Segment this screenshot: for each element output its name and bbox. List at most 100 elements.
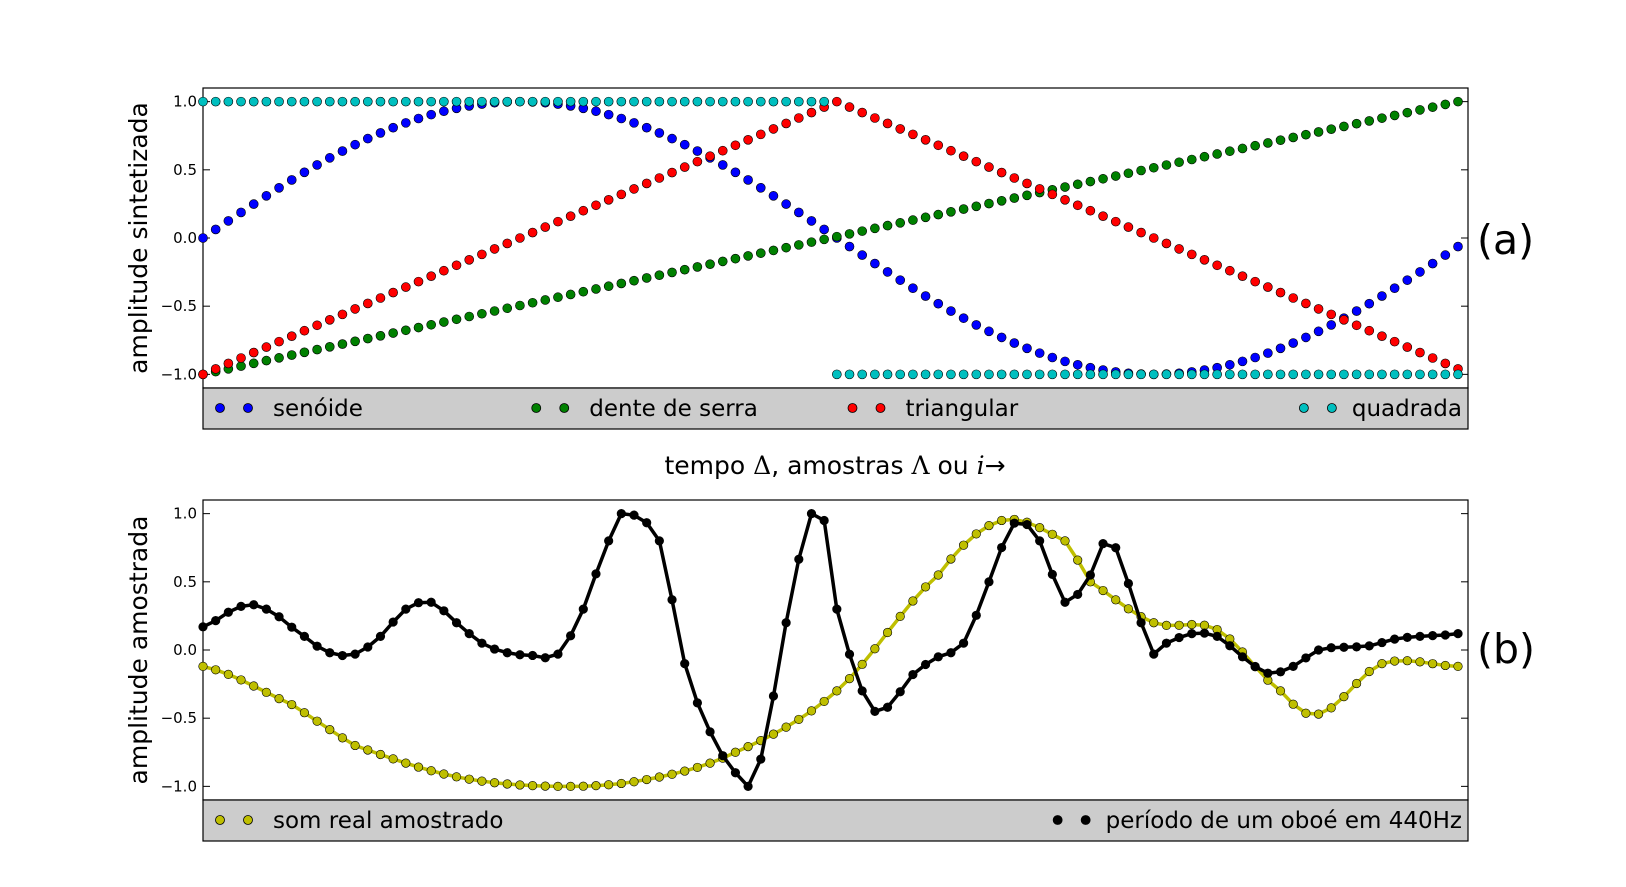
point-sawtooth bbox=[591, 284, 601, 294]
point-sawtooth bbox=[870, 223, 880, 234]
point-som-real bbox=[1073, 555, 1083, 565]
panel-b-legend-entry: período de um oboé em 440Hz bbox=[1052, 808, 1462, 834]
point-square bbox=[1009, 369, 1020, 380]
point-sawtooth bbox=[1009, 193, 1020, 203]
point-square bbox=[1263, 369, 1273, 380]
point-triangle bbox=[299, 325, 310, 336]
point-oboe bbox=[287, 622, 297, 632]
point-oboe bbox=[553, 649, 563, 659]
point-sawtooth bbox=[274, 353, 284, 363]
point-square bbox=[1250, 369, 1260, 380]
panel-b-legend-label: som real amostrado bbox=[273, 808, 503, 834]
point-sawtooth bbox=[248, 358, 259, 369]
point-som-real bbox=[1390, 656, 1400, 666]
point-oboe bbox=[337, 650, 348, 661]
panel-a-legend-entries: senóide dente de serra triangular quadrada bbox=[215, 396, 1462, 422]
point-som-real bbox=[933, 570, 943, 580]
point-triangle bbox=[996, 167, 1007, 178]
panel-b-ytick-label: −0.5 bbox=[161, 709, 197, 727]
panel-b-plot-area bbox=[202, 499, 1469, 801]
point-triangle bbox=[1174, 244, 1184, 254]
point-sine bbox=[223, 216, 234, 226]
point-sawtooth bbox=[819, 234, 829, 245]
point-square bbox=[1313, 369, 1324, 380]
point-triangle bbox=[743, 135, 753, 145]
point-square bbox=[236, 96, 246, 107]
point-som-real bbox=[299, 708, 310, 718]
point-som-real bbox=[477, 776, 487, 786]
point-sawtooth bbox=[527, 297, 538, 308]
point-square bbox=[971, 369, 982, 380]
point-sine bbox=[920, 291, 931, 301]
point-sawtooth bbox=[882, 220, 893, 231]
point-triangle bbox=[1047, 189, 1058, 200]
point-sine bbox=[933, 298, 944, 309]
point-sawtooth bbox=[1402, 107, 1413, 118]
point-square bbox=[1212, 369, 1222, 380]
point-som-real bbox=[667, 769, 677, 779]
point-sawtooth bbox=[692, 262, 703, 272]
point-oboe bbox=[616, 509, 626, 519]
point-triangle bbox=[1427, 353, 1438, 363]
point-triangle bbox=[401, 282, 411, 292]
point-sine bbox=[996, 332, 1007, 343]
point-triangle bbox=[984, 162, 994, 172]
xlabel: tempo Δ, amostras Λ ou i→ bbox=[664, 451, 1005, 480]
point-sawtooth bbox=[502, 303, 513, 314]
point-square bbox=[794, 96, 804, 107]
panel-a-legend-marker bbox=[1298, 403, 1309, 413]
point-triangle bbox=[426, 271, 436, 281]
point-sawtooth bbox=[413, 322, 424, 333]
point-square bbox=[1098, 369, 1108, 380]
point-som-real bbox=[439, 769, 449, 779]
point-sine bbox=[1301, 332, 1311, 343]
point-som-real bbox=[844, 674, 855, 684]
point-sawtooth bbox=[629, 275, 639, 286]
point-som-real bbox=[1402, 656, 1412, 666]
point-sine bbox=[1427, 258, 1438, 269]
point-square bbox=[1237, 369, 1248, 380]
point-square bbox=[996, 369, 1007, 380]
point-sawtooth bbox=[1186, 154, 1197, 165]
point-square bbox=[920, 369, 931, 380]
point-sawtooth bbox=[781, 242, 791, 253]
point-som-real bbox=[1313, 709, 1324, 719]
point-som-real bbox=[768, 729, 779, 739]
point-triangle bbox=[362, 298, 373, 309]
point-sawtooth bbox=[641, 273, 652, 283]
point-triangle bbox=[654, 173, 665, 183]
point-som-real bbox=[325, 725, 335, 735]
point-oboe bbox=[211, 616, 221, 626]
point-sine bbox=[198, 233, 208, 243]
point-sine bbox=[312, 160, 322, 170]
point-sawtooth bbox=[578, 286, 589, 297]
point-oboe bbox=[1339, 642, 1349, 652]
point-triangle bbox=[679, 162, 690, 172]
point-sawtooth bbox=[261, 355, 272, 366]
point-triangle bbox=[1034, 184, 1045, 194]
point-sawtooth bbox=[679, 264, 690, 275]
point-oboe bbox=[920, 659, 931, 670]
point-sawtooth bbox=[1085, 176, 1096, 187]
panel-a-legend-label: triangular bbox=[906, 396, 1019, 422]
point-square bbox=[1339, 369, 1349, 380]
point-oboe bbox=[730, 768, 741, 778]
panel-b-ytick-label: 0.5 bbox=[173, 573, 197, 591]
point-sawtooth bbox=[1288, 132, 1299, 143]
panel-a-legend-entry: dente de serra bbox=[531, 396, 758, 422]
point-square bbox=[337, 96, 348, 107]
point-square bbox=[1123, 369, 1134, 380]
panel-a-yticks: 1.0 0.5 0.0 −0.5 −1.0 bbox=[161, 93, 1468, 383]
point-square bbox=[1402, 369, 1413, 380]
point-sawtooth bbox=[1351, 118, 1362, 129]
point-triangle bbox=[553, 216, 563, 227]
point-som-real bbox=[388, 754, 398, 764]
point-sine bbox=[248, 199, 259, 209]
point-triangle bbox=[578, 205, 589, 216]
point-sawtooth bbox=[1110, 171, 1121, 181]
point-sine bbox=[654, 128, 665, 138]
point-oboe bbox=[464, 629, 474, 639]
point-square bbox=[553, 96, 563, 107]
point-square bbox=[312, 96, 322, 107]
point-sine bbox=[236, 207, 246, 218]
